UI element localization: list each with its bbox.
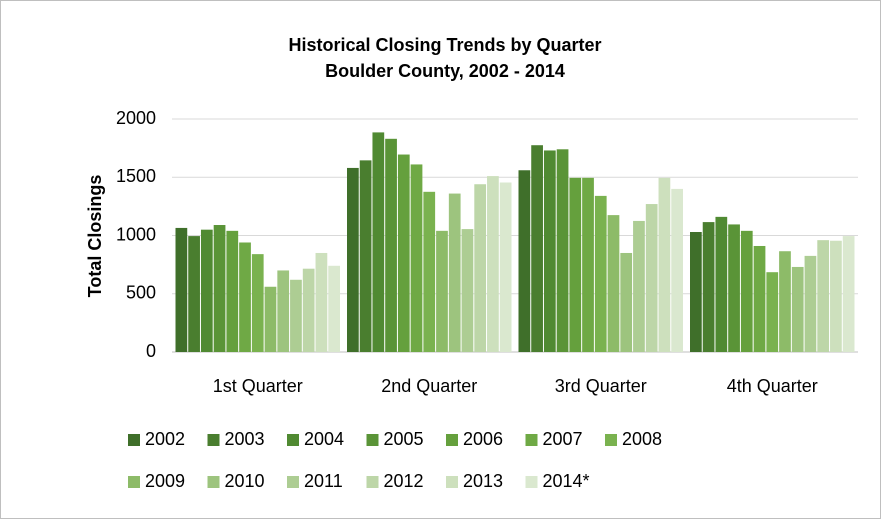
bar <box>328 265 340 352</box>
bar <box>779 251 791 352</box>
legend-label: 2013 <box>463 471 503 491</box>
y-tick-label: 0 <box>146 341 156 361</box>
bar <box>766 272 779 352</box>
bar <box>791 266 804 352</box>
legend-swatch <box>446 434 458 446</box>
bar <box>582 177 594 352</box>
legend-swatch <box>287 476 299 488</box>
bar <box>423 191 436 352</box>
bar <box>226 230 239 352</box>
bar <box>518 170 531 352</box>
bar <box>175 227 188 352</box>
legend-label: 2007 <box>543 429 583 449</box>
legend-swatch <box>366 476 379 488</box>
bar <box>251 254 264 352</box>
legend-label: 2008 <box>622 429 662 449</box>
bar <box>817 240 830 352</box>
bar <box>315 252 328 352</box>
legend-label: 2003 <box>225 429 265 449</box>
bar <box>372 132 385 352</box>
bar <box>531 145 543 352</box>
y-tick-label: 500 <box>126 283 156 303</box>
bar <box>620 252 633 352</box>
bar <box>715 216 728 352</box>
bar <box>347 167 359 352</box>
x-tick-label: 2nd Quarter <box>381 376 477 396</box>
legend-label: 2009 <box>145 471 185 491</box>
y-tick-label: 1500 <box>116 166 156 186</box>
bar <box>569 177 582 352</box>
x-tick-label: 1st Quarter <box>213 376 303 396</box>
bar <box>556 149 569 352</box>
bar <box>633 220 645 352</box>
bar <box>436 230 448 352</box>
legend-swatch <box>366 434 379 446</box>
bar <box>690 232 702 352</box>
x-tick-label: 3rd Quarter <box>555 376 647 396</box>
bar <box>607 215 620 352</box>
bar <box>264 286 277 352</box>
legend-label: 2011 <box>304 471 343 491</box>
bar <box>594 195 607 352</box>
bar <box>804 255 817 352</box>
legend-swatch <box>207 434 220 446</box>
bar <box>359 160 372 352</box>
chart-title: Historical Closing Trends by Quarter <box>288 35 601 55</box>
legend-label: 2010 <box>225 471 265 491</box>
bar <box>702 222 715 352</box>
legend-label: 2004 <box>304 429 344 449</box>
legend-swatch <box>128 476 140 488</box>
bar <box>461 229 474 352</box>
bar <box>290 279 302 352</box>
bar <box>645 204 658 352</box>
bar <box>302 268 315 352</box>
bar <box>277 270 290 352</box>
bar <box>740 230 753 352</box>
legend-swatch <box>605 434 617 446</box>
bar <box>671 188 683 352</box>
legend-label: 2014* <box>543 471 590 491</box>
bar <box>842 236 855 352</box>
bar <box>448 193 461 352</box>
chart-subtitle: Boulder County, 2002 - 2014 <box>325 61 565 81</box>
bar <box>385 138 397 352</box>
bar <box>830 240 842 352</box>
bar <box>397 154 410 352</box>
bar <box>658 177 671 352</box>
x-tick-label: 4th Quarter <box>727 376 818 396</box>
bar <box>410 164 423 352</box>
legend-swatch <box>287 434 299 446</box>
bar <box>239 242 251 352</box>
bar <box>474 184 487 352</box>
y-tick-label: 2000 <box>116 108 156 128</box>
legend-swatch <box>446 476 458 488</box>
bar <box>213 225 226 352</box>
bar <box>499 182 512 352</box>
legend-label: 2006 <box>463 429 503 449</box>
bar <box>543 150 556 352</box>
y-axis-label: Total Closings <box>85 175 105 298</box>
bar <box>753 245 766 352</box>
y-tick-label: 1000 <box>116 224 156 244</box>
bar <box>728 224 740 352</box>
legend-label: 2002 <box>145 429 185 449</box>
legend-label: 2012 <box>384 471 424 491</box>
legend-swatch <box>525 476 538 488</box>
bar <box>200 229 213 352</box>
bar <box>487 176 499 352</box>
bar <box>188 236 200 352</box>
legend-swatch <box>525 434 538 446</box>
legend-swatch <box>128 434 140 446</box>
legend-label: 2005 <box>384 429 424 449</box>
legend-swatch <box>207 476 220 488</box>
